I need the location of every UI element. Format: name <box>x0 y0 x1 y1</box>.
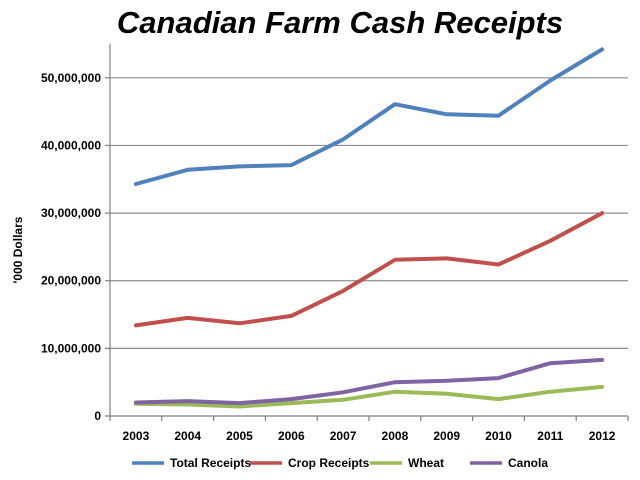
series-line-wheat <box>133 384 605 409</box>
x-tick-label: 2010 <box>485 429 512 443</box>
series-line-canola <box>133 357 605 406</box>
x-tick-label: 2009 <box>433 429 460 443</box>
legend-item-wheat: Wheat <box>370 456 444 470</box>
legend-label: Wheat <box>408 456 444 470</box>
gridlines <box>110 77 628 349</box>
legend-item-crop-receipts: Crop Receipts <box>250 456 370 470</box>
x-tick-label: 2004 <box>174 429 201 443</box>
legend: Total Receipts Crop Receipts Wheat Canola <box>132 456 548 470</box>
y-tick-label: 40,000,000 <box>41 138 101 152</box>
x-tick-label: 2007 <box>330 429 357 443</box>
y-axis-label: '000 Dollars <box>11 216 25 283</box>
legend-label: Canola <box>508 456 548 470</box>
legend-item-total-receipts: Total Receipts <box>132 456 251 470</box>
y-tick-label: 0 <box>94 409 101 423</box>
series-lines <box>133 47 605 409</box>
x-tick-labels: 2003 2004 2005 2006 2007 2008 2009 2010 2011 2012 <box>123 429 616 443</box>
x-tick-label: 2012 <box>589 429 616 443</box>
legend-label: Crop Receipts <box>288 456 370 470</box>
chart-title: Canadian Farm Cash Receipts <box>117 5 563 40</box>
legend-label: Total Receipts <box>170 456 251 470</box>
x-tick-label: 2005 <box>226 429 253 443</box>
x-tick-label: 2008 <box>382 429 409 443</box>
series-line-total-receipts <box>133 47 605 186</box>
x-tick-label: 2003 <box>123 429 150 443</box>
x-tick-label: 2006 <box>278 429 305 443</box>
y-tick-label: 30,000,000 <box>41 206 101 220</box>
y-tick-label: 20,000,000 <box>41 274 101 288</box>
axes <box>105 44 629 421</box>
legend-item-canola: Canola <box>470 456 548 470</box>
x-tick-label: 2011 <box>537 429 563 443</box>
y-tick-labels: 0 10,000,000 20,000,000 30,000,000 40,000,00… <box>41 71 101 423</box>
y-tick-label: 10,000,000 <box>41 341 101 355</box>
series-line-crop-receipts <box>133 211 605 328</box>
y-tick-label: 50,000,000 <box>41 71 101 85</box>
